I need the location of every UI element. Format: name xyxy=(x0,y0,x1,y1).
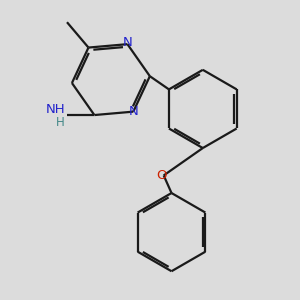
Text: O: O xyxy=(157,169,167,182)
Text: N: N xyxy=(122,36,132,49)
Text: NH: NH xyxy=(45,103,65,116)
Text: N: N xyxy=(128,105,138,118)
Text: H: H xyxy=(56,116,65,129)
